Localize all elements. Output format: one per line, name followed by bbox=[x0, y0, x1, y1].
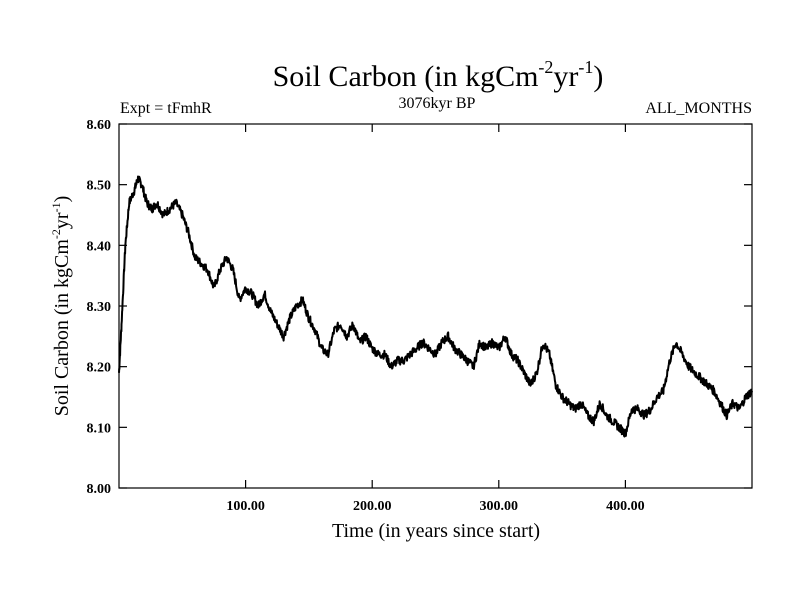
y-tick-label: 8.30 bbox=[87, 300, 112, 315]
y-tick-label: 8.10 bbox=[87, 421, 112, 436]
y-tick-label: 8.50 bbox=[87, 179, 112, 194]
experiment-label: Expt = tFmhR bbox=[120, 100, 212, 117]
x-axis-label: Time (in years since start) bbox=[332, 520, 540, 542]
y-tick-label: 8.40 bbox=[87, 239, 112, 254]
x-axis-ticks: 100.00 200.00 300.00 400.00 bbox=[226, 124, 645, 514]
y-tick-label: 8.60 bbox=[87, 118, 112, 133]
y-tick-label: 8.00 bbox=[87, 482, 112, 497]
x-tick-label: 200.00 bbox=[353, 499, 392, 514]
y-tick-label: 8.20 bbox=[87, 361, 112, 376]
months-label: ALL_MONTHS bbox=[645, 100, 752, 117]
y-axis-label: Soil Carbon (in kgCm-2yr-1) bbox=[49, 196, 73, 417]
period-label: 3076kyr BP bbox=[399, 95, 476, 112]
x-tick-label: 300.00 bbox=[480, 499, 519, 514]
plot-frame bbox=[118, 123, 753, 489]
x-tick-label: 100.00 bbox=[226, 499, 265, 514]
series-line-soil-carbon bbox=[118, 175, 753, 438]
y-axis-ticks: 8.00 8.10 8.20 8.30 8.40 8.50 8.60 bbox=[87, 118, 752, 497]
x-tick-label: 400.00 bbox=[606, 499, 645, 514]
chart-title: Soil Carbon (in kgCm-2yr-1) bbox=[273, 57, 604, 93]
